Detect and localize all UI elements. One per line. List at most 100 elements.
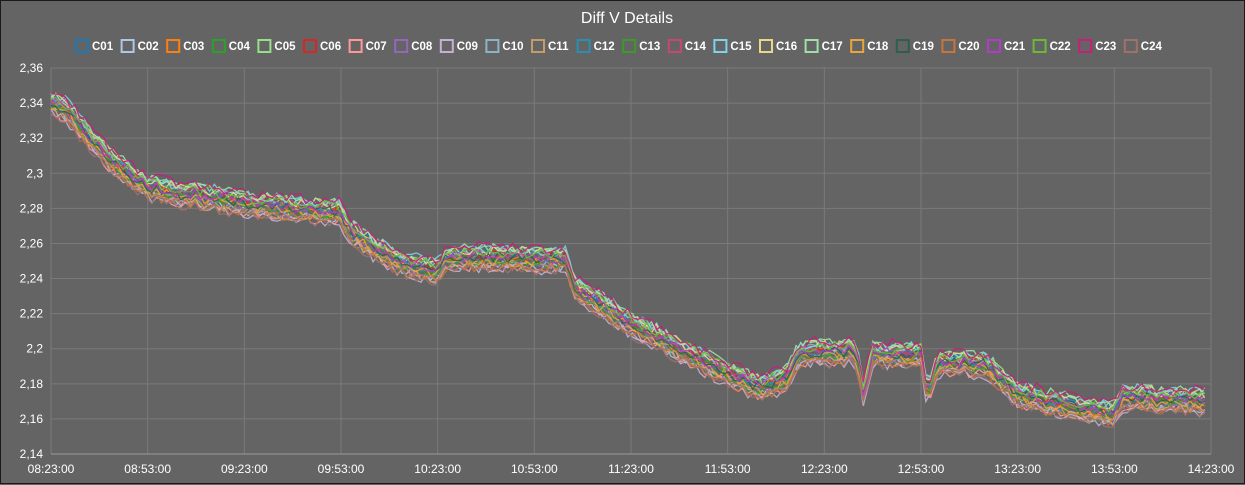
y-tick-label: 2,28: [20, 201, 44, 215]
legend-swatch: [1032, 39, 1047, 53]
series-line-c12: [50, 99, 1206, 415]
y-tick-label: 2,24: [20, 272, 44, 286]
x-tick-label: 08:53:00: [124, 462, 171, 476]
legend-label: C03: [183, 41, 204, 53]
legend-item-c17[interactable]: C17: [804, 39, 843, 53]
legend-swatch: [166, 39, 181, 53]
legend-item-c15[interactable]: C15: [713, 39, 752, 53]
series-line-c17: [50, 92, 1206, 407]
legend-swatch: [987, 39, 1001, 53]
y-tick-label: 2,34: [20, 96, 44, 110]
legend-swatch: [1123, 39, 1138, 53]
legend-swatch: [394, 39, 409, 53]
series-line-c18: [50, 107, 1206, 421]
legend-item-c06[interactable]: C06: [303, 39, 341, 53]
legend-label: C05: [274, 41, 296, 53]
legend-swatch: [895, 39, 910, 53]
legend-swatch: [257, 39, 272, 53]
series-line-c19: [50, 104, 1205, 415]
legend-label: C04: [229, 41, 251, 53]
legend-item-c24[interactable]: C24: [1123, 39, 1163, 53]
series-line-c10: [50, 92, 1205, 412]
legend-swatch: [348, 39, 363, 53]
legend-swatch: [850, 39, 865, 53]
legend-label: C11: [548, 41, 569, 53]
y-tick-label: 2,2: [26, 342, 43, 356]
legend-label: C02: [138, 41, 159, 53]
legend-item-c08[interactable]: C08: [394, 39, 433, 53]
chart-title: Diff V Details: [581, 10, 673, 27]
series-line-c03: [50, 100, 1205, 416]
legend[interactable]: C01 C02 C03 C04 C05 C06 C07 C08 C09 C10 C11 C12 C13 C…: [75, 39, 1163, 53]
legend-swatch: [120, 39, 135, 53]
series-line-c02: [50, 107, 1205, 426]
x-tick-label: 10:53:00: [511, 462, 558, 476]
legend-swatch: [667, 39, 682, 53]
legend-label: C01: [92, 41, 114, 53]
y-tick-label: 2,16: [20, 412, 44, 426]
legend-label: C19: [913, 41, 934, 53]
series-line-c21: [50, 97, 1206, 416]
legend-label: C12: [594, 41, 615, 53]
legend-swatch: [75, 39, 89, 53]
y-axis: 2,36 2,34 2,32 2,3 2,28 2,26 2,24 2,22 2,2 2,18 2,…: [20, 61, 44, 461]
y-tick-label: 2,14: [20, 447, 44, 461]
legend-item-c23[interactable]: C23: [1078, 39, 1116, 53]
legend-swatch: [576, 39, 591, 53]
series-line-c23: [50, 92, 1205, 402]
legend-label: C09: [457, 41, 478, 53]
series-line-c06: [50, 97, 1205, 414]
legend-item-c11[interactable]: C11: [531, 39, 569, 53]
legend-label: C14: [685, 41, 707, 53]
legend-swatch: [759, 39, 773, 53]
legend-label: C13: [639, 41, 660, 53]
legend-item-c04[interactable]: C04: [211, 39, 251, 53]
legend-swatch: [439, 39, 454, 53]
y-tick-label: 2,32: [20, 131, 44, 145]
legend-label: C23: [1095, 41, 1116, 53]
legend-item-c14[interactable]: C14: [667, 39, 707, 53]
legend-item-c05[interactable]: C05: [257, 39, 296, 53]
legend-item-c12[interactable]: C12: [576, 39, 615, 53]
legend-item-c18[interactable]: C18: [850, 39, 889, 53]
series-line-c13: [50, 105, 1205, 419]
legend-item-c19[interactable]: C19: [895, 39, 934, 53]
x-tick-label: 08:23:00: [28, 462, 75, 476]
x-tick-label: 10:23:00: [414, 462, 461, 476]
legend-label: C18: [867, 41, 889, 53]
legend-label: C15: [730, 41, 752, 53]
legend-item-c13[interactable]: C13: [622, 39, 660, 53]
y-tick-label: 2,36: [20, 61, 44, 75]
legend-label: C21: [1004, 41, 1026, 53]
legend-item-c09[interactable]: C09: [439, 39, 478, 53]
y-tick-label: 2,26: [20, 236, 44, 250]
series-line-c14: [50, 98, 1205, 414]
legend-label: C20: [958, 41, 979, 53]
legend-label: C16: [776, 41, 797, 53]
legend-label: C22: [1050, 41, 1071, 53]
legend-item-c07[interactable]: C07: [348, 39, 387, 53]
legend-item-c16[interactable]: C16: [759, 39, 797, 53]
legend-swatch: [1078, 39, 1093, 53]
series-line-c15: [50, 94, 1206, 408]
y-tick-label: 2,22: [20, 307, 44, 321]
legend-item-c21[interactable]: C21: [987, 39, 1026, 53]
series-line-c16: [50, 92, 1206, 410]
legend-item-c20[interactable]: C20: [941, 39, 980, 53]
legend-item-c01[interactable]: C01: [75, 39, 114, 53]
legend-label: C24: [1141, 41, 1163, 53]
series-line-c04: [50, 105, 1206, 422]
legend-swatch: [303, 39, 317, 53]
legend-item-c03[interactable]: C03: [166, 39, 204, 53]
series-lines: [50, 92, 1206, 429]
series-line-c08: [50, 102, 1205, 423]
legend-swatch: [941, 39, 956, 53]
legend-item-c22[interactable]: C22: [1032, 39, 1071, 53]
legend-label: C07: [366, 41, 387, 53]
series-line-c01: [50, 95, 1206, 411]
legend-item-c10[interactable]: C10: [485, 39, 524, 53]
legend-item-c02[interactable]: C02: [120, 39, 159, 53]
x-tick-label: 13:53:00: [1091, 462, 1138, 476]
legend-swatch: [713, 39, 728, 53]
